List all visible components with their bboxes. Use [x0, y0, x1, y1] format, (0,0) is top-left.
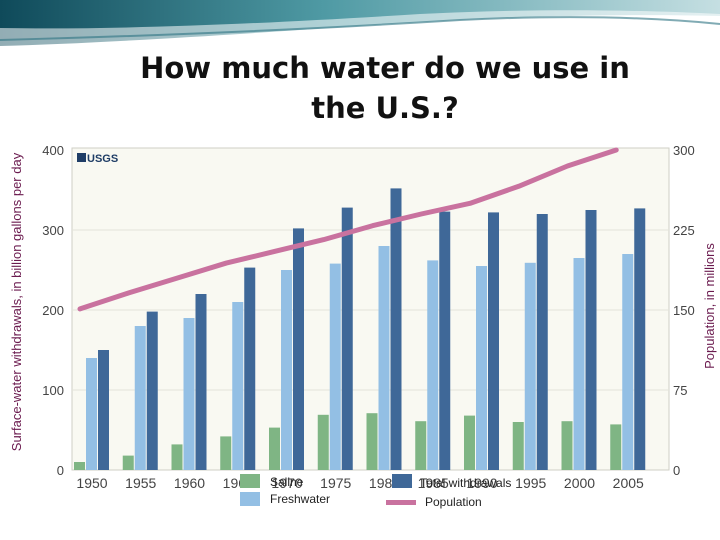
usgs-logo-mark	[77, 153, 86, 162]
bar-freshwater	[524, 262, 536, 470]
x-tick-label: 1990	[466, 475, 497, 491]
usgs-logo: USGS	[77, 153, 118, 165]
x-tick-label: 2000	[564, 475, 595, 491]
bar-saline	[366, 413, 378, 470]
y-tick-label-left: 400	[42, 143, 64, 158]
legend-label-saline: Saline	[270, 475, 304, 489]
usgs-logo-text: USGS	[87, 153, 118, 165]
chart: USGS 0 100 200 300 400 0 75 150 225 300 1950 1955 19…	[9, 143, 717, 509]
x-tick-label: 1960	[174, 475, 205, 491]
bar-freshwater	[378, 246, 390, 470]
slide-title: How much water do we use in the U.S.?	[0, 48, 720, 128]
legend-swatch-population	[386, 500, 416, 505]
header-banner	[0, 0, 720, 52]
population-line	[77, 147, 619, 312]
bar-saline	[610, 424, 622, 470]
x-tick-label: 2005	[613, 475, 644, 491]
population-point	[517, 184, 521, 188]
population-point	[468, 201, 472, 205]
y-tick-label-right: 0	[673, 463, 680, 478]
y-tick-label-left: 0	[57, 463, 64, 478]
population-point	[614, 148, 618, 152]
slide-title-line1: How much water do we use in	[140, 51, 630, 85]
bar-saline	[512, 422, 524, 470]
bar-total	[146, 311, 158, 470]
bar-saline	[220, 436, 232, 470]
y-tick-label-right: 150	[673, 303, 695, 318]
bar-freshwater	[329, 263, 341, 470]
x-tick-label: 1995	[515, 475, 546, 491]
bar-total	[390, 188, 402, 470]
bar-freshwater	[86, 358, 97, 470]
bar-saline	[561, 421, 573, 470]
population-point	[127, 291, 131, 295]
population-point	[273, 249, 277, 253]
bar-freshwater	[573, 258, 585, 470]
bar-total	[585, 210, 597, 470]
bar-total	[341, 207, 353, 470]
legend-swatch-freshwater	[240, 492, 260, 506]
x-tick-label: 1970	[271, 475, 302, 491]
bar-saline	[74, 462, 85, 470]
y-tick-label-left: 100	[42, 383, 64, 398]
bar-total	[195, 294, 207, 470]
y-axis-label-right: Population, in millions	[702, 243, 717, 369]
bar-saline	[171, 444, 183, 470]
bar-saline	[269, 427, 280, 470]
y-tick-label-left: 300	[42, 223, 64, 238]
y-axis-label-left: Surface-water withdrawals, in billion ga…	[9, 152, 24, 451]
bar-freshwater	[183, 318, 195, 470]
bar-total	[439, 211, 451, 470]
x-tick-label: 1955	[125, 475, 156, 491]
population-point	[78, 307, 82, 311]
x-tick-label: 1950	[76, 475, 107, 491]
legend-label-total: Total withdrawals	[420, 476, 511, 490]
bar-freshwater	[232, 302, 244, 470]
population-point	[419, 212, 423, 216]
bar-total	[634, 208, 646, 470]
bar-saline	[415, 421, 427, 470]
population-point	[566, 164, 569, 168]
population-point	[371, 224, 374, 228]
population-point	[322, 238, 326, 242]
x-tick-label: 1985	[418, 475, 449, 491]
bar-total	[244, 267, 256, 470]
bar-saline	[317, 414, 329, 470]
legend-swatch-total	[392, 474, 412, 488]
bar-freshwater	[476, 266, 487, 470]
y-tick-label-right: 75	[673, 383, 687, 398]
bar-freshwater	[134, 326, 146, 470]
bar-freshwater	[622, 254, 634, 470]
legend-label-freshwater: Freshwater	[270, 492, 330, 506]
y-tick-label-right: 225	[673, 223, 695, 238]
population-point	[224, 261, 228, 265]
legend-label-population: Population	[425, 495, 482, 509]
slide-title-line2: the U.S.?	[311, 91, 459, 125]
bar-total	[536, 214, 548, 470]
legend: Saline Freshwater Total withdrawals Popu…	[240, 474, 511, 509]
bar-saline	[464, 415, 475, 470]
x-tick-label: 1975	[320, 475, 351, 491]
legend-swatch-saline	[240, 474, 260, 488]
bar-saline	[122, 455, 134, 470]
population-point	[176, 276, 179, 280]
bar-total	[293, 228, 304, 470]
y-tick-label-left: 200	[42, 303, 64, 318]
y-tick-label-right: 300	[673, 143, 695, 158]
bar-freshwater	[281, 270, 292, 470]
bar-total	[98, 350, 109, 470]
bar-freshwater	[427, 260, 439, 470]
bar-total	[488, 212, 499, 470]
